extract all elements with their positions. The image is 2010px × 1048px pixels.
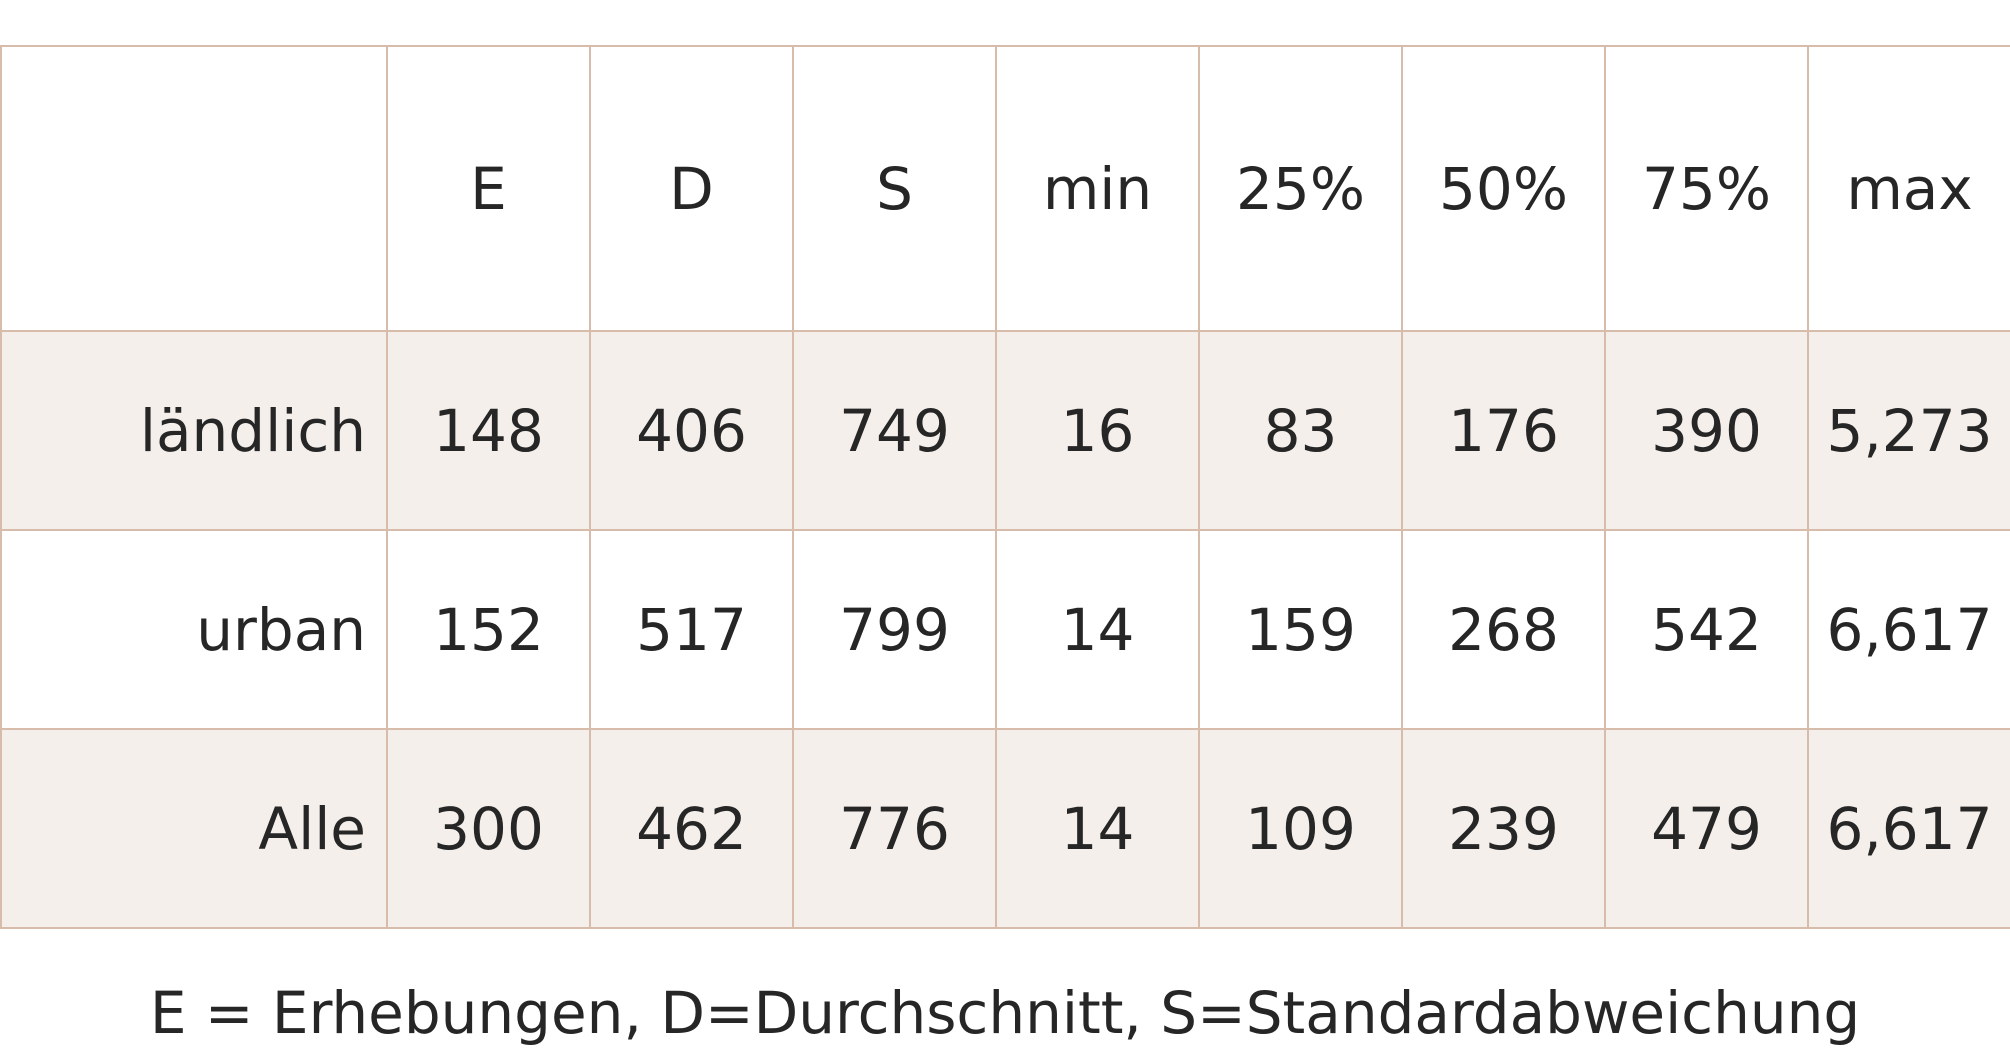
table-row: urban 152 517 799 14 159 268 542 6,617 (0, 529, 2010, 730)
table-cell: 152 (386, 529, 591, 730)
row-label: Alle (0, 728, 388, 929)
column-header: S (792, 45, 997, 332)
table-cell: 517 (589, 529, 794, 730)
table-cell: 300 (386, 728, 591, 929)
table-cell: 542 (1604, 529, 1809, 730)
row-label: urban (0, 529, 388, 730)
table-row: ländlich 148 406 749 16 83 176 390 5,273 (0, 330, 2010, 531)
table-cell: 6,617 (1807, 728, 2010, 929)
table-cell: 14 (995, 728, 1200, 929)
table-cell: 6,617 (1807, 529, 2010, 730)
table-footnote: E = Erhebungen, D=Durchschnitt, S=Standa… (149, 979, 1861, 1047)
table-cell: 148 (386, 330, 591, 531)
column-header: D (589, 45, 794, 332)
table-cell: 390 (1604, 330, 1809, 531)
corner-header-cell (0, 45, 388, 332)
table-cell: 479 (1604, 728, 1809, 929)
table-cell: 239 (1401, 728, 1606, 929)
table-cell: 776 (792, 728, 997, 929)
table-cell: 462 (589, 728, 794, 929)
table-cell: 16 (995, 330, 1200, 531)
table-cell: 83 (1198, 330, 1403, 531)
column-header: E (386, 45, 591, 332)
table-cell: 406 (589, 330, 794, 531)
column-header: 50% (1401, 45, 1606, 332)
table-cell: 268 (1401, 529, 1606, 730)
table-cell: 5,273 (1807, 330, 2010, 531)
table-cell: 14 (995, 529, 1200, 730)
table-cell: 176 (1401, 330, 1606, 531)
table-cell: 109 (1198, 728, 1403, 929)
table-row: Alle 300 462 776 14 109 239 479 6,617 (0, 728, 2010, 929)
column-header: max (1807, 45, 2010, 332)
row-label: ländlich (0, 330, 388, 531)
table-cell: 799 (792, 529, 997, 730)
column-header: 25% (1198, 45, 1403, 332)
table-cell: 159 (1198, 529, 1403, 730)
table-cell: 749 (792, 330, 997, 531)
table-body: ländlich 148 406 749 16 83 176 390 5,273 urban 152… (0, 330, 2010, 929)
column-header: min (995, 45, 1200, 332)
column-header: 75% (1604, 45, 1809, 332)
